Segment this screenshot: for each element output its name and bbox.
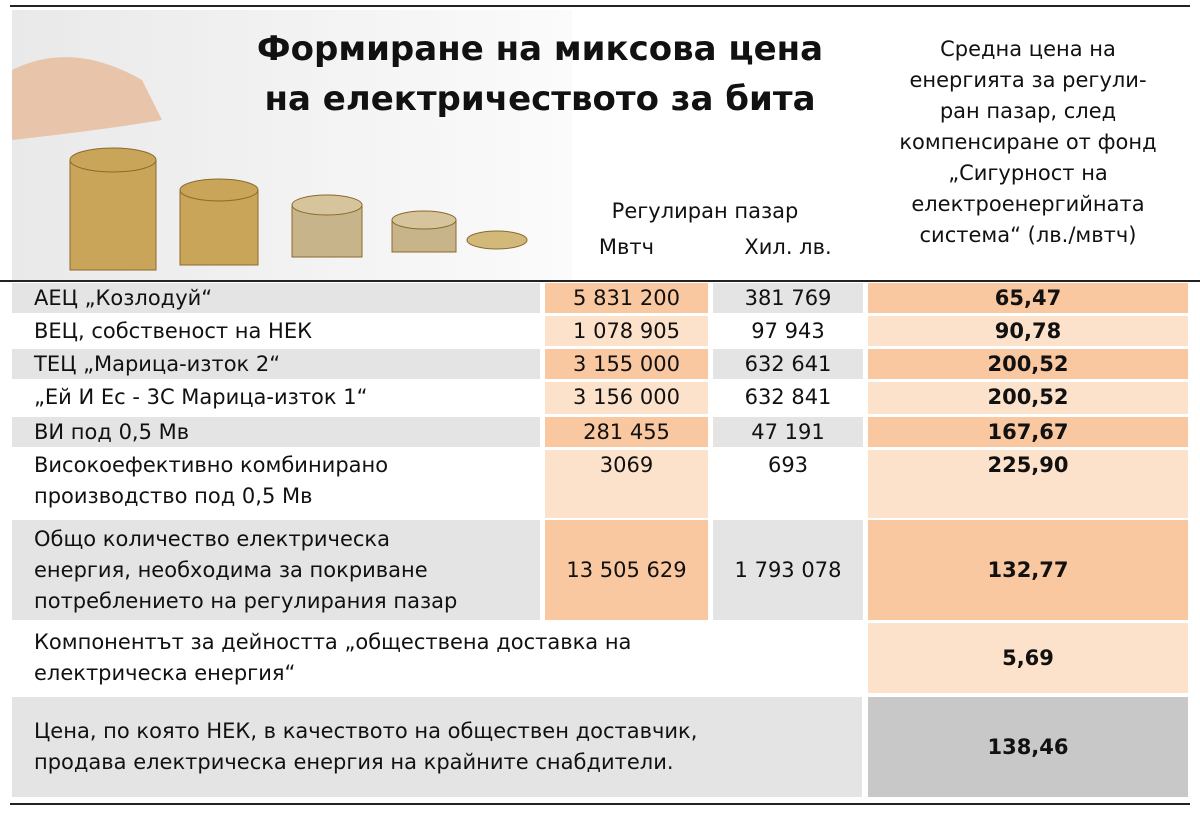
row-label: Компонентът за дейността „обществена дос… <box>12 623 862 693</box>
row-label: Високоефективно комбинирано производство … <box>12 450 540 518</box>
mwh-cell: 5 831 200 <box>545 283 708 313</box>
row-label: ТЕЦ „Марица-изток 2“ <box>12 349 540 379</box>
mwh-cell: 1 078 905 <box>545 316 708 346</box>
top-rule <box>10 5 1190 7</box>
price-header: „Сигурност на <box>948 161 1108 185</box>
price-header: ран пазар, след <box>939 99 1117 123</box>
label-line: Цена, по която НЕК, в качеството на обще… <box>34 719 698 743</box>
price-cell: 200,52 <box>868 349 1188 379</box>
lv-cell: 632 641 <box>713 349 863 379</box>
row-label: „Ей И Ес - 3С Марица-изток 1“ <box>12 382 540 414</box>
label-line: ТЕЦ „Марица-изток 2“ <box>34 352 281 376</box>
mwh-cell: 3 155 000 <box>545 349 708 379</box>
title-line: Формиране на миксова цена <box>256 29 824 69</box>
lv-cell: 1 793 078 <box>713 520 863 620</box>
price-header: система“ (лв./мвтч) <box>919 223 1137 247</box>
lv-cell: 693 <box>713 450 863 518</box>
label-line: Компонентът за дейността „обществена дос… <box>34 630 632 654</box>
lv-cell: 381 769 <box>713 283 863 313</box>
title-line: на електричеството за бита <box>264 79 816 119</box>
price-header: Средна цена на <box>940 37 1116 61</box>
label-line: електрическа енергия“ <box>34 661 296 685</box>
row-label: ВЕЦ, собственост на НЕК <box>12 316 540 346</box>
price-header: електроенергийната <box>911 192 1145 216</box>
lv-cell: 97 943 <box>713 316 863 346</box>
label-line: Високоефективно комбинирано <box>34 453 389 477</box>
lv-header: Хил. лв. <box>744 235 832 259</box>
row-label: ВИ под 0,5 Мв <box>12 417 540 447</box>
label-line: потреблението на регулирания пазар <box>34 588 458 613</box>
market-header: Регулиран пазар <box>611 199 799 223</box>
label-line: ВЕЦ, собственост на НЕК <box>34 319 313 343</box>
bottom-rule <box>10 803 1190 805</box>
price-cell: 167,67 <box>868 417 1188 447</box>
lv-cell: 47 191 <box>713 417 863 447</box>
price-cell: 5,69 <box>868 623 1188 693</box>
mwh-header: Мвтч <box>598 235 655 259</box>
label-line: енергия, необходима за покриване <box>34 557 428 582</box>
price-cell: 132,77 <box>868 520 1188 620</box>
price-header: енергията за регули- <box>909 68 1147 92</box>
label-line: производство под 0,5 Мв <box>34 484 313 508</box>
price-cell: 138,46 <box>868 697 1188 797</box>
price-cell: 90,78 <box>868 316 1188 346</box>
mwh-cell: 13 505 629 <box>545 520 708 620</box>
price-cell: 65,47 <box>868 283 1188 313</box>
price-cell: 225,90 <box>868 450 1188 518</box>
label-line: продава електрическа енергия на крайните… <box>34 750 674 774</box>
row-label: АЕЦ „Козлодуй“ <box>12 283 540 313</box>
label-line: АЕЦ „Козлодуй“ <box>34 286 213 310</box>
mwh-cell: 3069 <box>545 450 708 518</box>
price-header: компенсиране от фонд <box>899 130 1157 154</box>
mwh-cell: 3 156 000 <box>545 382 708 414</box>
mwh-cell: 281 455 <box>545 417 708 447</box>
header-rule <box>0 280 1200 282</box>
row-label: Цена, по която НЕК, в качеството на обще… <box>12 697 862 797</box>
row-label: Общо количество електрическа енергия, нео… <box>12 520 540 620</box>
label-line: Общо количество електрическа <box>34 526 390 551</box>
label-line: ВИ под 0,5 Мв <box>34 420 190 444</box>
coins-photo <box>12 10 572 280</box>
label-line: „Ей И Ес - 3С Марица-изток 1“ <box>34 385 368 409</box>
lv-cell: 632 841 <box>713 382 863 414</box>
price-cell: 200,52 <box>868 382 1188 414</box>
